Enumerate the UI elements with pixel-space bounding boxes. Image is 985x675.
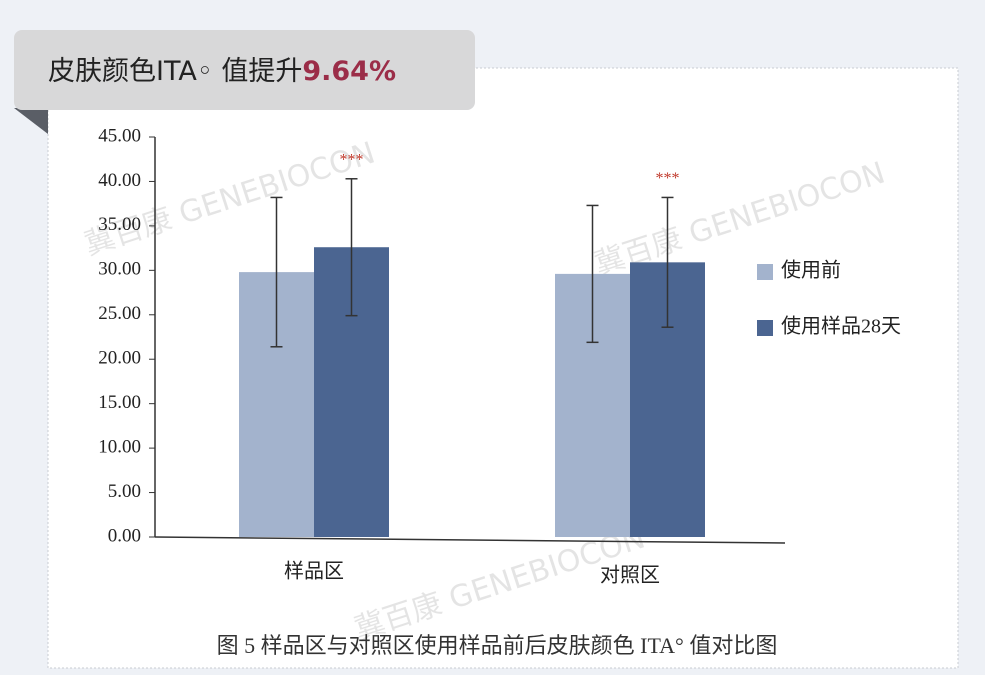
x-axis: [154, 536, 786, 544]
legend-label: 使用样品28天: [781, 315, 901, 338]
significance-label: ***: [340, 151, 364, 168]
caption: 图 5 样品区与对照区使用样品前后皮肤颜色 ITA° 值对比图: [217, 633, 778, 658]
y-tick-label: 20.00: [98, 348, 141, 369]
y-tick-label: 0.00: [108, 525, 141, 546]
y-tick-label: 45.00: [98, 125, 141, 146]
y-tick-label: 10.00: [98, 436, 141, 457]
banner-text: 皮肤颜色ITA◦ 值提升9.64%: [48, 56, 396, 87]
banner: [14, 30, 475, 110]
y-tick-label: 30.00: [98, 259, 141, 280]
y-tick-label: 40.00: [98, 170, 141, 191]
y-tick-label: 35.00: [98, 214, 141, 235]
banner-fold: [14, 108, 48, 134]
x-tick-label: 对照区: [600, 564, 660, 587]
y-tick-label: 25.00: [98, 303, 141, 324]
banner-label: 皮肤颜色ITA◦ 值提升: [48, 56, 302, 87]
legend-swatch: [757, 320, 773, 336]
legend-label: 使用前: [781, 259, 841, 282]
banner-highlight: 9.64%: [302, 56, 396, 87]
legend-swatch: [757, 264, 773, 280]
significance-label: ***: [656, 170, 680, 187]
chart-panel: [47, 67, 959, 669]
y-tick-label: 15.00: [98, 392, 141, 413]
x-tick-label: 样品区: [284, 560, 344, 583]
y-tick-label: 5.00: [108, 481, 141, 502]
